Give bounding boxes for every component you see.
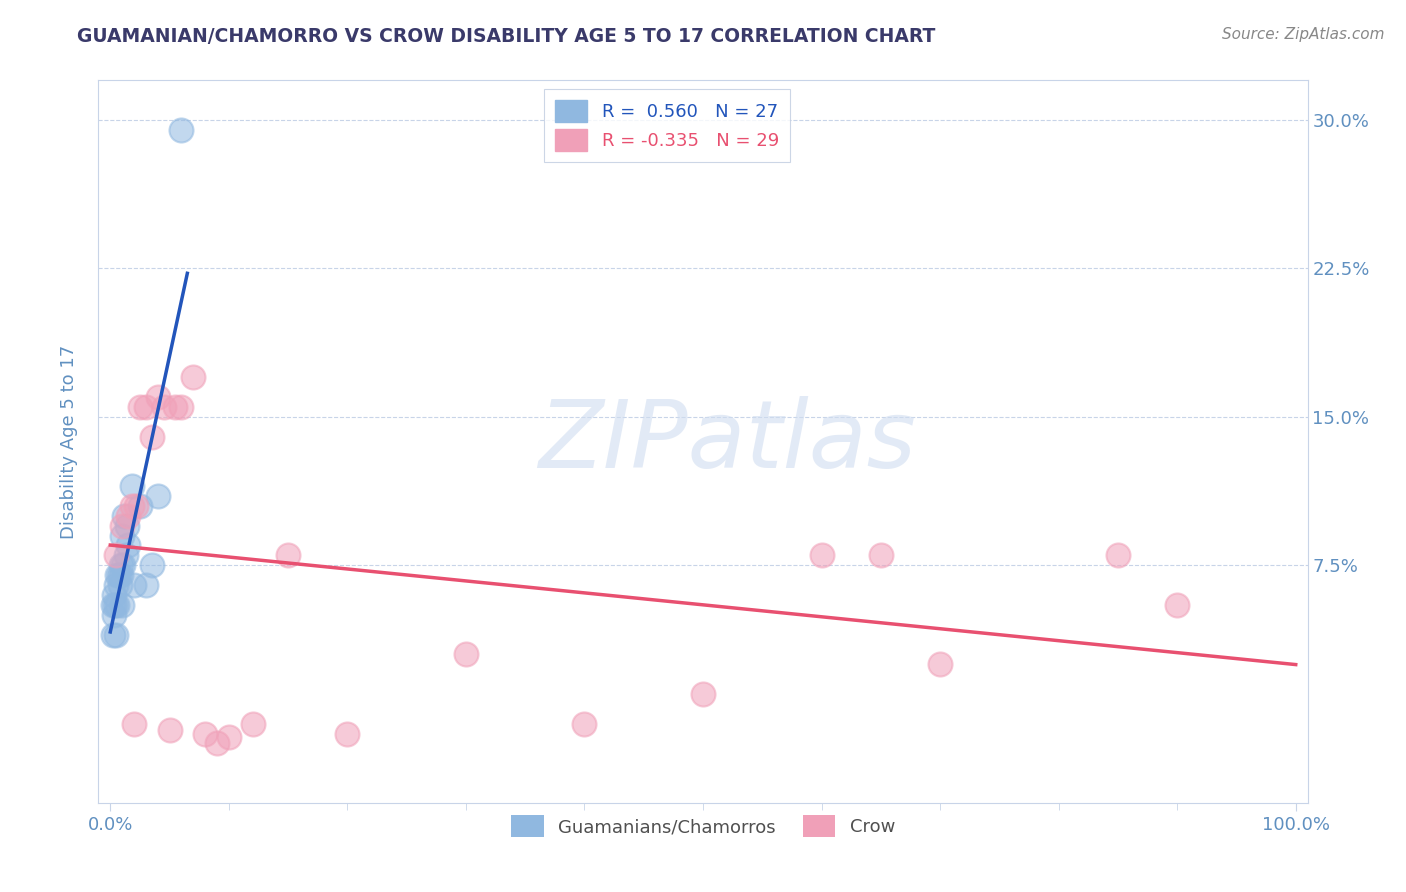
Point bbox=[115, 518, 138, 533]
Point bbox=[117, 539, 139, 553]
Point bbox=[101, 627, 124, 641]
Point bbox=[110, 568, 132, 582]
Point bbox=[108, 578, 131, 592]
Point bbox=[152, 400, 174, 414]
Point bbox=[159, 723, 181, 737]
Point bbox=[454, 648, 477, 662]
Point bbox=[105, 627, 128, 641]
Text: GUAMANIAN/CHAMORRO VS CROW DISABILITY AGE 5 TO 17 CORRELATION CHART: GUAMANIAN/CHAMORRO VS CROW DISABILITY AG… bbox=[77, 27, 936, 45]
Point bbox=[112, 558, 135, 573]
Point bbox=[125, 499, 148, 513]
Point bbox=[122, 578, 145, 592]
Point bbox=[121, 479, 143, 493]
Point bbox=[194, 726, 217, 740]
Point bbox=[110, 558, 132, 573]
Text: ZIPatlas: ZIPatlas bbox=[538, 396, 917, 487]
Point bbox=[103, 588, 125, 602]
Point bbox=[141, 429, 163, 443]
Point bbox=[141, 558, 163, 573]
Point bbox=[170, 122, 193, 136]
Point bbox=[111, 528, 134, 542]
Point bbox=[242, 716, 264, 731]
Point bbox=[101, 598, 124, 612]
Point bbox=[181, 370, 204, 384]
Y-axis label: Disability Age 5 to 17: Disability Age 5 to 17 bbox=[59, 344, 77, 539]
Point bbox=[114, 549, 136, 563]
Point bbox=[869, 549, 891, 563]
Point bbox=[810, 549, 832, 563]
Point bbox=[105, 568, 128, 582]
Point bbox=[105, 578, 128, 592]
Point bbox=[107, 568, 129, 582]
Point bbox=[129, 400, 152, 414]
Point bbox=[574, 716, 596, 731]
Point bbox=[205, 736, 228, 750]
Point bbox=[277, 549, 299, 563]
Point bbox=[114, 508, 136, 523]
Point bbox=[336, 726, 359, 740]
Point bbox=[121, 499, 143, 513]
Point bbox=[692, 687, 714, 701]
Legend: Guamanians/Chamorros, Crow: Guamanians/Chamorros, Crow bbox=[503, 808, 903, 845]
Point bbox=[104, 598, 127, 612]
Point bbox=[105, 549, 128, 563]
Text: Source: ZipAtlas.com: Source: ZipAtlas.com bbox=[1222, 27, 1385, 42]
Point bbox=[135, 400, 157, 414]
Point bbox=[117, 508, 139, 523]
Point bbox=[165, 400, 187, 414]
Point bbox=[122, 716, 145, 731]
Point bbox=[129, 499, 152, 513]
Point bbox=[146, 390, 169, 404]
Point bbox=[218, 731, 240, 745]
Point bbox=[111, 598, 134, 612]
Point bbox=[1107, 549, 1129, 563]
Point bbox=[111, 518, 134, 533]
Point bbox=[146, 489, 169, 503]
Point bbox=[105, 598, 128, 612]
Point bbox=[929, 657, 952, 672]
Point bbox=[1166, 598, 1188, 612]
Point bbox=[103, 607, 125, 622]
Point bbox=[135, 578, 157, 592]
Point bbox=[170, 400, 193, 414]
